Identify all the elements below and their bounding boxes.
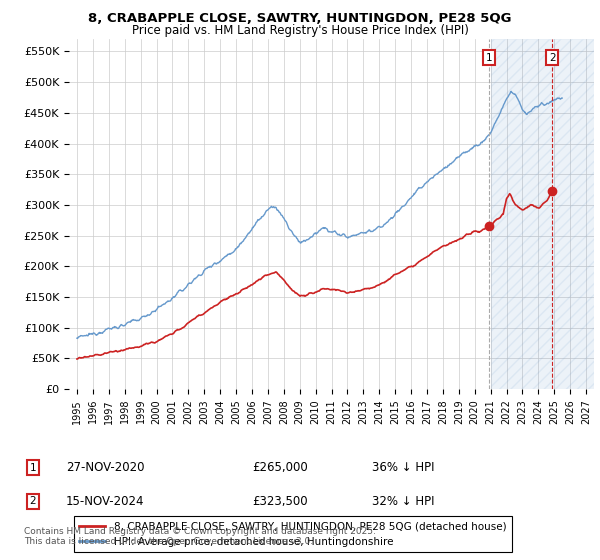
Text: 2: 2 xyxy=(29,496,37,506)
Bar xyxy=(491,39,594,389)
Text: Price paid vs. HM Land Registry's House Price Index (HPI): Price paid vs. HM Land Registry's House … xyxy=(131,24,469,36)
Text: 2: 2 xyxy=(549,53,556,63)
Text: 27-NOV-2020: 27-NOV-2020 xyxy=(66,461,145,474)
Text: Contains HM Land Registry data © Crown copyright and database right 2025.
This d: Contains HM Land Registry data © Crown c… xyxy=(24,526,376,546)
Text: 1: 1 xyxy=(29,463,37,473)
Text: £323,500: £323,500 xyxy=(252,494,308,508)
Text: £265,000: £265,000 xyxy=(252,461,308,474)
Legend: 8, CRABAPPLE CLOSE, SAWTRY, HUNTINGDON, PE28 5QG (detached house), HPI: Average : 8, CRABAPPLE CLOSE, SAWTRY, HUNTINGDON, … xyxy=(74,516,512,552)
Text: 1: 1 xyxy=(486,53,493,63)
Text: 15-NOV-2024: 15-NOV-2024 xyxy=(66,494,145,508)
Text: 32% ↓ HPI: 32% ↓ HPI xyxy=(372,494,434,508)
Text: 36% ↓ HPI: 36% ↓ HPI xyxy=(372,461,434,474)
Text: 8, CRABAPPLE CLOSE, SAWTRY, HUNTINGDON, PE28 5QG: 8, CRABAPPLE CLOSE, SAWTRY, HUNTINGDON, … xyxy=(88,12,512,25)
